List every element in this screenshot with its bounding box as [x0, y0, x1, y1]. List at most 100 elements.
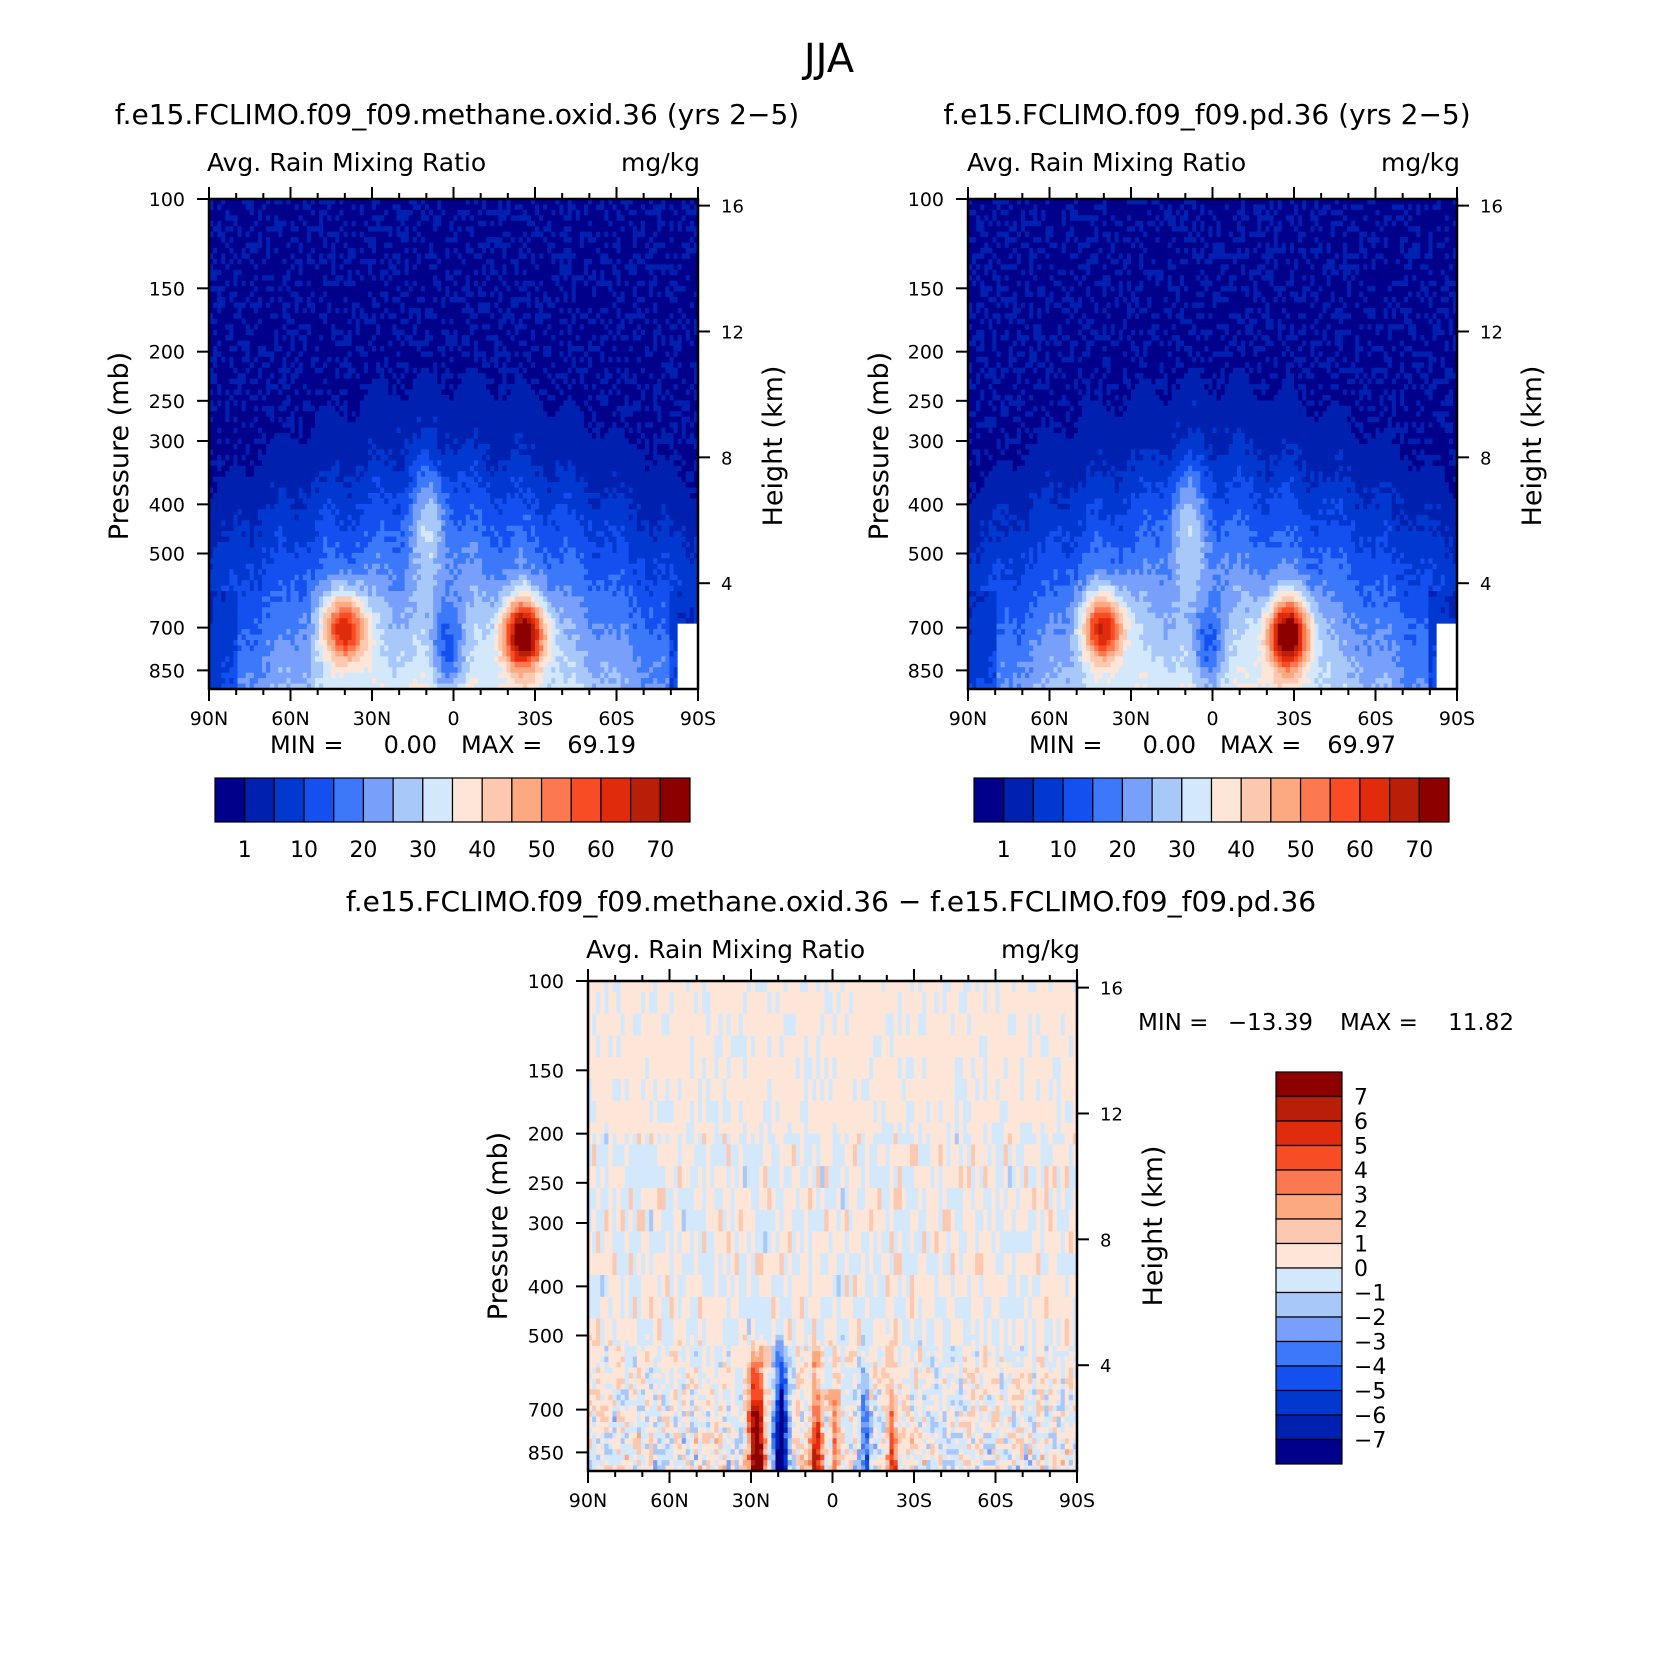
field-cell: [384, 231, 389, 238]
field-cell: [420, 329, 426, 336]
field-cell: [681, 340, 687, 347]
field-cell: [575, 258, 581, 265]
field-cell: [416, 204, 422, 211]
field-cell: [233, 264, 239, 271]
field-cell: [298, 351, 304, 358]
field-cell: [661, 378, 666, 385]
field-cell: [522, 395, 528, 402]
field-cell: [559, 400, 565, 407]
field-cell: [669, 362, 675, 369]
field-cell: [388, 362, 393, 369]
field-cell: [628, 275, 634, 282]
field-cell: [502, 395, 508, 402]
field-cell: [237, 237, 243, 244]
field-cell: [689, 384, 695, 391]
field-cell: [335, 199, 340, 206]
field-cell: [319, 367, 324, 374]
field-cell: [604, 416, 609, 423]
field-cell: [620, 280, 626, 287]
field-cell: [359, 356, 365, 363]
field-cell: [681, 204, 687, 211]
field-cell: [261, 313, 267, 320]
field-cell: [486, 307, 491, 314]
field-cell: [323, 405, 328, 412]
field-cell: [380, 215, 385, 222]
field-cell: [335, 297, 340, 304]
field-cell: [380, 329, 385, 336]
field-cell: [575, 329, 581, 336]
field-cell: [384, 416, 389, 423]
field-cell: [412, 389, 418, 396]
field-cell: [616, 204, 622, 211]
field-cell: [514, 242, 520, 249]
field-cell: [274, 318, 279, 325]
field-cell: [522, 373, 528, 380]
field-cell: [559, 248, 565, 255]
field-cell: [596, 269, 601, 276]
field-cell: [270, 384, 275, 391]
field-cell: [343, 362, 349, 369]
field-cell: [323, 411, 328, 418]
field-cell: [579, 302, 585, 309]
field-cell: [408, 384, 414, 391]
field-cell: [624, 351, 630, 358]
field-cell: [335, 329, 340, 336]
field-cell: [612, 291, 618, 298]
field-cell: [653, 215, 658, 222]
field-cell: [331, 280, 336, 287]
field-cell: [661, 242, 666, 249]
field-cell: [567, 389, 573, 396]
field-cell: [408, 362, 414, 369]
field-cell: [514, 275, 520, 282]
field-cell: [681, 264, 687, 271]
field-cell: [461, 215, 467, 222]
field-cell: [294, 269, 300, 276]
field-cell: [530, 253, 536, 260]
field-cell: [217, 422, 222, 429]
field-cell: [429, 324, 434, 331]
field-cell: [270, 291, 275, 298]
field-cell: [266, 258, 271, 265]
field-cell: [233, 362, 239, 369]
field-cell: [327, 324, 332, 331]
field-cell: [420, 286, 426, 293]
field-cell: [640, 204, 646, 211]
field-cell: [539, 400, 544, 407]
field-cell: [689, 286, 695, 293]
field-cell: [490, 395, 495, 402]
field-cell: [632, 384, 638, 391]
field-cell: [457, 405, 463, 412]
field-cell: [257, 302, 263, 309]
field-cell: [551, 226, 556, 233]
field-cell: [486, 340, 491, 347]
field-cell: [628, 335, 634, 342]
field-cell: [543, 237, 548, 244]
field-cell: [412, 275, 418, 282]
field-cell: [596, 318, 601, 325]
field-cell: [310, 297, 316, 304]
field-cell: [420, 297, 426, 304]
field-cell: [286, 318, 292, 325]
field-cell: [359, 264, 365, 271]
field-cell: [376, 242, 381, 249]
field-cell: [416, 307, 422, 314]
field-cell: [469, 389, 475, 396]
field-cell: [669, 367, 675, 374]
field-cell: [681, 237, 687, 244]
field-cell: [388, 405, 393, 412]
field-cell: [245, 199, 251, 206]
field-cell: [351, 384, 357, 391]
field-cell: [270, 340, 275, 347]
field-cell: [367, 275, 373, 282]
field-cell: [490, 297, 495, 304]
field-cell: [522, 329, 528, 336]
field-cell: [388, 389, 393, 396]
field-cell: [628, 324, 634, 331]
field-cell: [636, 416, 642, 423]
field-cell: [469, 286, 475, 293]
field-cell: [616, 231, 622, 238]
field-cell: [217, 275, 222, 282]
field-cell: [261, 280, 267, 287]
field-cell: [429, 335, 434, 342]
field-cell: [237, 264, 243, 271]
